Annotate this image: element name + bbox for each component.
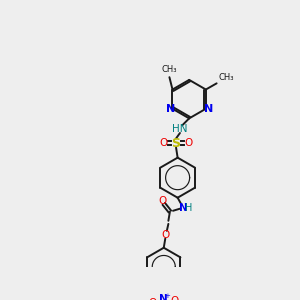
Text: O: O: [149, 298, 157, 300]
Text: CH₃: CH₃: [219, 73, 234, 82]
Text: CH₃: CH₃: [162, 65, 177, 74]
Text: N: N: [166, 104, 175, 114]
Text: H: H: [185, 203, 192, 214]
Text: N: N: [159, 294, 168, 300]
Text: HN: HN: [172, 124, 188, 134]
Text: O: O: [170, 296, 179, 300]
Text: +: +: [164, 293, 170, 299]
Text: O: O: [184, 138, 193, 148]
Text: O: O: [161, 230, 170, 240]
Text: O: O: [158, 196, 166, 206]
Text: N: N: [203, 104, 213, 114]
Text: N: N: [179, 203, 188, 214]
Text: O: O: [160, 138, 168, 148]
Text: S: S: [172, 136, 181, 149]
